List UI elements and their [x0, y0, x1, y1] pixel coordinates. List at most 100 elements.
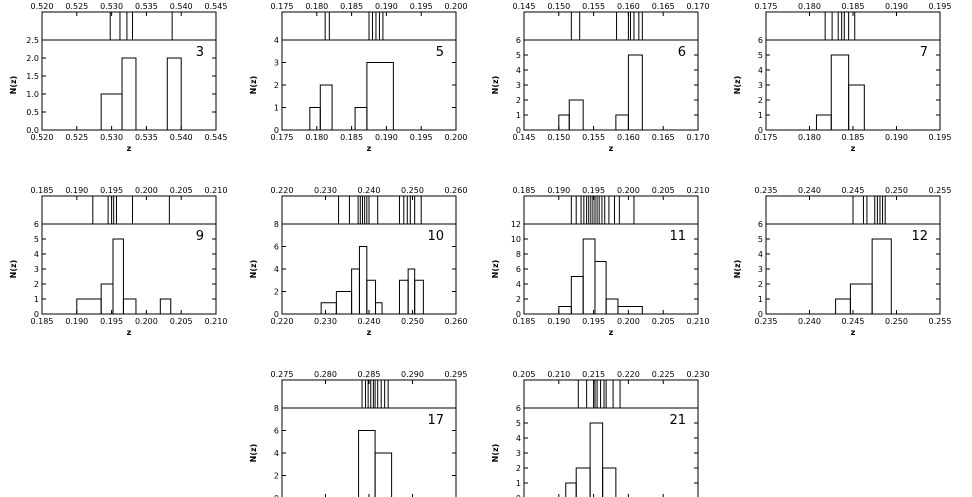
y-tick-label: 4 — [34, 250, 39, 259]
histogram-bar — [871, 238, 892, 314]
histogram-bar — [835, 298, 851, 314]
x-tick-label-bottom: 0.530 — [100, 133, 123, 142]
x-tick-label-top: 0.170 — [687, 2, 710, 11]
histogram-bar — [602, 467, 617, 497]
panel-number-label: 5 — [436, 45, 444, 60]
histogram-bar — [366, 62, 394, 130]
histogram-bar — [558, 114, 570, 130]
x-tick-label-top: 0.195 — [100, 186, 123, 195]
x-tick-label-top: 0.280 — [314, 370, 337, 379]
y-tick-label: 5 — [758, 235, 763, 244]
y-axis-label: N(z) — [249, 76, 258, 95]
panel-9: 0.185 0.185 0.190 0.190 0.195 0.195 0.200 0.200… — [9, 186, 227, 337]
histogram-bar — [76, 298, 102, 314]
redshift-strip-frame — [523, 379, 699, 409]
histogram-bar — [848, 84, 865, 130]
y-tick-label: 5 — [516, 51, 521, 60]
histogram-bar — [358, 246, 368, 314]
x-tick-label-top: 0.285 — [358, 370, 381, 379]
y-tick-label: 2 — [274, 288, 279, 297]
histogram-bar — [121, 57, 137, 130]
histogram-bar — [112, 238, 124, 314]
y-tick-label: 0 — [516, 494, 521, 497]
x-tick-label-bottom: 0.205 — [652, 317, 675, 326]
y-axis-label: N(z) — [9, 260, 18, 279]
panel-6: 0.145 0.145 0.150 0.150 0.155 0.155 0.160 0.160… — [491, 2, 709, 153]
x-tick-label-top: 0.275 — [271, 370, 294, 379]
y-tick-label: 6 — [516, 36, 521, 45]
x-tick-label-top: 0.200 — [617, 186, 640, 195]
x-tick-label-top: 0.535 — [135, 2, 158, 11]
x-axis-label: z — [609, 328, 614, 337]
y-tick-label: 1 — [516, 479, 521, 488]
y-tick-label: 0 — [274, 126, 279, 135]
x-tick-label-top: 0.185 — [513, 186, 536, 195]
y-tick-label: 8 — [274, 220, 279, 229]
y-axis-label: N(z) — [249, 444, 258, 463]
y-tick-label: 8 — [516, 250, 521, 259]
histogram-frame — [523, 39, 699, 131]
y-tick-label: 2 — [758, 96, 763, 105]
x-tick-label-bottom: 0.200 — [135, 317, 158, 326]
x-tick-label-top: 0.145 — [513, 2, 536, 11]
y-axis-label: N(z) — [491, 444, 500, 463]
x-tick-label-bottom: 0.185 — [31, 317, 54, 326]
histogram-bar — [615, 114, 629, 130]
histogram-bar — [558, 306, 572, 314]
panel-number-label: 10 — [427, 229, 444, 244]
y-tick-label: 3 — [516, 81, 521, 90]
y-tick-label: 4 — [516, 66, 521, 75]
x-tick-label-bottom: 0.245 — [842, 317, 865, 326]
x-tick-label-top: 0.210 — [687, 186, 710, 195]
x-tick-label-bottom: 0.250 — [885, 317, 908, 326]
x-tick-label-top: 0.225 — [652, 370, 675, 379]
x-tick-label-bottom: 0.180 — [305, 133, 328, 142]
panel-number-label: 11 — [669, 229, 686, 244]
x-axis-label: z — [367, 328, 372, 337]
x-tick-label-top: 0.245 — [842, 186, 865, 195]
redshift-strip-frame — [281, 379, 457, 409]
redshift-strip-frame — [523, 195, 699, 225]
x-axis-label: z — [367, 144, 372, 153]
x-tick-label-top: 0.155 — [582, 2, 605, 11]
x-tick-label-bottom: 0.250 — [401, 317, 424, 326]
y-tick-label: 2 — [516, 464, 521, 473]
x-tick-label-bottom: 0.155 — [582, 133, 605, 142]
histogram-bar — [830, 54, 850, 130]
histogram-bar — [335, 291, 353, 314]
histogram-bar — [358, 430, 376, 497]
x-tick-label-top: 0.150 — [547, 2, 570, 11]
x-tick-label-top: 0.295 — [445, 370, 468, 379]
x-tick-label-bottom: 0.160 — [617, 133, 640, 142]
histogram-bar — [159, 298, 172, 314]
y-tick-label: 10 — [511, 235, 521, 244]
x-tick-label-top: 0.180 — [305, 2, 328, 11]
y-tick-label: 4 — [274, 449, 279, 458]
histogram-bar — [594, 261, 607, 314]
histogram-bar — [568, 99, 584, 130]
y-axis-label: N(z) — [491, 76, 500, 95]
x-axis-label: z — [851, 328, 856, 337]
x-tick-label-bottom: 0.150 — [547, 133, 570, 142]
x-tick-label-top: 0.210 — [205, 186, 228, 195]
y-tick-label: 3 — [516, 449, 521, 458]
y-tick-label: 0 — [274, 494, 279, 497]
x-tick-label-top: 0.190 — [65, 186, 88, 195]
y-tick-label: 6 — [758, 220, 763, 229]
x-tick-label-top: 0.255 — [929, 186, 952, 195]
x-tick-label-bottom: 0.190 — [885, 133, 908, 142]
x-tick-label-top: 0.525 — [65, 2, 88, 11]
x-tick-label-top: 0.190 — [885, 2, 908, 11]
x-tick-label-bottom: 0.185 — [842, 133, 865, 142]
y-tick-label: 6 — [34, 220, 39, 229]
y-axis-label: N(z) — [733, 260, 742, 279]
x-tick-label-top: 0.185 — [31, 186, 54, 195]
x-tick-label-bottom: 0.525 — [65, 133, 88, 142]
x-tick-label-bottom: 0.220 — [271, 317, 294, 326]
histogram-bar — [100, 93, 123, 130]
x-tick-label-bottom: 0.195 — [100, 317, 123, 326]
histogram-bar — [407, 268, 416, 314]
x-tick-label-bottom: 0.175 — [271, 133, 294, 142]
x-tick-label-top: 0.235 — [755, 186, 778, 195]
